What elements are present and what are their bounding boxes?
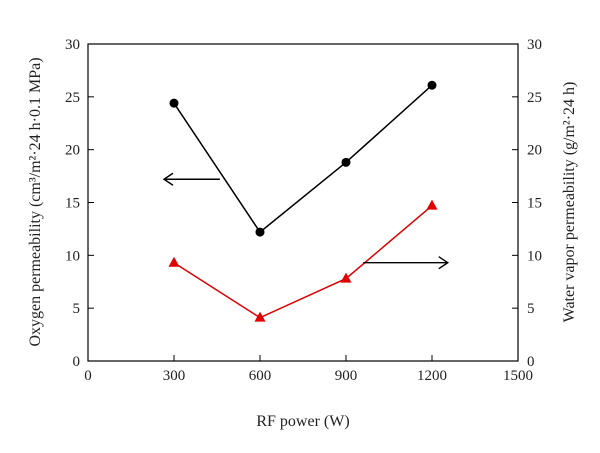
y-right-tick-label: 15 [527,196,542,212]
y-left-tick-label: 20 [65,143,80,159]
data-point-triangle [340,272,352,283]
data-point-triangle [168,256,180,267]
x-axis-title: RF power (W) [256,413,349,430]
arrow-right-head [438,256,450,270]
y-left-tick-label: 10 [65,248,80,264]
y-left-tick-label: 25 [65,90,80,106]
y-right-tick-label: 0 [527,354,535,370]
x-tick-label: 300 [163,368,186,384]
data-point-triangle [254,311,266,322]
y-left-tick-label: 30 [65,37,80,53]
arrow-left-head [162,172,174,186]
y-left-tick-label: 5 [73,301,81,317]
plot-frame [87,43,519,362]
x-tick-label: 900 [335,368,358,384]
x-tick-label: 0 [84,368,92,384]
x-tick-label: 1500 [503,368,533,384]
annotations [162,172,450,270]
data-point-circle [427,80,437,90]
series-line-oxygen [173,84,433,234]
y-right-tick-label: 25 [527,90,542,106]
y-right-tick-label: 10 [527,248,542,264]
y-left-tick-label: 15 [65,196,80,212]
data-point-circle [169,98,179,108]
data-point-circle [341,157,351,167]
y-right-tick-label: 30 [527,37,542,53]
x-tick-label: 1200 [417,368,447,384]
y-right-tick-label: 20 [527,143,542,159]
y-axis-right-title: Water vapor permeability (g/m²·24 h) [561,82,578,323]
data-point-triangle [426,199,438,210]
series-lines [173,84,433,319]
markers [168,80,438,322]
y-right-tick-label: 5 [527,301,535,317]
ticks [87,43,519,362]
data-point-circle [255,227,265,237]
y-axis-left-title: Oxygen permeability (cm³/m²·24 h·0.1 MPa… [27,57,44,346]
y-left-tick-label: 0 [73,354,81,370]
series-line-water-vapor [173,205,433,319]
tick-labels: 0 300 600 900 1200 15000510152025300510152025… [65,37,542,384]
x-tick-label: 600 [249,368,272,384]
